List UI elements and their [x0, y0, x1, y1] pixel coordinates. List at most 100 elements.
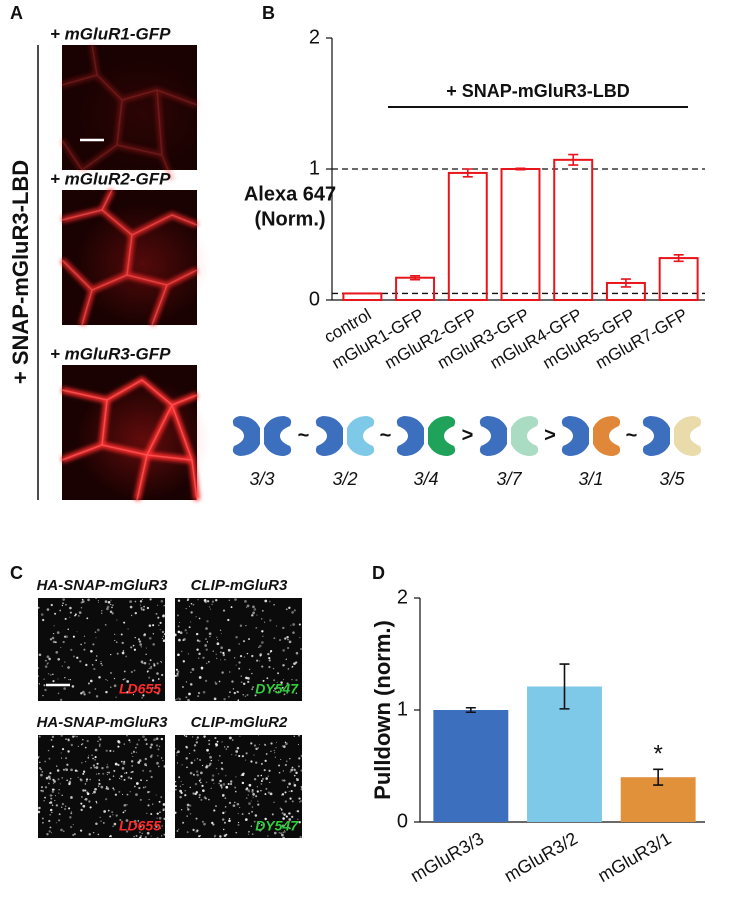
- spot: [211, 821, 214, 825]
- spot: [89, 806, 92, 809]
- spot: [224, 746, 226, 748]
- spot: [93, 790, 96, 794]
- spot: [54, 795, 57, 797]
- spot: [113, 788, 115, 791]
- spot: [197, 691, 201, 695]
- spot: [253, 820, 256, 823]
- spot: [98, 743, 101, 746]
- spot: [114, 762, 118, 766]
- spot: [37, 810, 41, 814]
- spot: [186, 632, 188, 634]
- spot: [82, 739, 84, 741]
- spot: [297, 734, 301, 737]
- x-tick-label: mGluR3/3: [407, 828, 487, 886]
- spot: [155, 686, 158, 688]
- spot: [119, 818, 122, 822]
- spot: [140, 607, 143, 610]
- spot: [138, 739, 140, 741]
- spot: [248, 638, 250, 640]
- spot: [224, 797, 227, 800]
- protomer: [593, 416, 621, 456]
- spot: [149, 755, 153, 758]
- spot: [192, 828, 195, 832]
- spot: [148, 676, 151, 679]
- dimer-label: 3/5: [659, 469, 685, 489]
- spot: [136, 743, 139, 746]
- spot: [181, 809, 183, 811]
- spot: [196, 758, 198, 760]
- dimer-label: 3/7: [496, 469, 522, 489]
- spot: [37, 667, 40, 669]
- spot: [174, 788, 177, 791]
- spot: [202, 690, 206, 694]
- spot: [94, 758, 96, 761]
- spot: [257, 747, 260, 749]
- spot: [126, 804, 128, 806]
- spot: [195, 770, 199, 773]
- spot: [298, 797, 301, 800]
- spot: [283, 678, 285, 681]
- spot: [109, 815, 112, 818]
- spot: [43, 678, 45, 680]
- spot: [67, 628, 70, 631]
- spot: [98, 785, 100, 787]
- spot: [190, 611, 193, 614]
- spot: [145, 764, 147, 767]
- spot: [241, 781, 245, 785]
- spot: [51, 790, 55, 793]
- spot: [157, 678, 160, 680]
- spot: [92, 792, 94, 795]
- spot: [152, 643, 155, 646]
- spot: [62, 768, 65, 771]
- spot: [280, 832, 282, 834]
- spot: [201, 784, 204, 787]
- spot: [206, 620, 209, 623]
- spot: [237, 823, 240, 826]
- spot: [54, 641, 57, 644]
- spot: [181, 764, 183, 766]
- spot: [209, 635, 211, 638]
- spot: [176, 751, 178, 754]
- spot: [192, 792, 195, 795]
- spot: [56, 765, 58, 767]
- spot: [192, 736, 194, 738]
- spot: [297, 744, 299, 746]
- spot: [157, 604, 159, 606]
- spot: [247, 789, 250, 792]
- spot: [128, 688, 131, 691]
- spot: [79, 778, 82, 781]
- spot: [128, 739, 131, 742]
- spot: [233, 691, 236, 695]
- spot: [85, 761, 87, 763]
- spot: [177, 625, 180, 628]
- spot: [123, 772, 126, 774]
- image-label: + mGluR2-GFP: [50, 169, 171, 188]
- spot: [89, 778, 91, 781]
- spot: [41, 817, 44, 820]
- spot: [248, 802, 251, 805]
- spot: [86, 739, 89, 743]
- spot: [288, 606, 291, 610]
- spot: [282, 649, 285, 652]
- spot: [221, 671, 224, 674]
- spot: [106, 787, 110, 790]
- spot: [102, 821, 105, 824]
- protomer: [479, 416, 507, 456]
- spot: [251, 833, 254, 835]
- spot: [222, 782, 226, 786]
- spot: [190, 761, 193, 765]
- spot: [145, 786, 147, 788]
- separator: ~: [626, 424, 638, 446]
- spot: [89, 679, 93, 683]
- spot: [174, 811, 177, 814]
- spot: [141, 598, 144, 600]
- spot: [214, 736, 217, 740]
- spot: [108, 778, 111, 781]
- spot: [130, 771, 133, 774]
- spot: [195, 817, 198, 820]
- spot: [60, 734, 63, 737]
- spot: [147, 669, 150, 673]
- spot: [120, 633, 123, 636]
- spot: [80, 692, 83, 695]
- spot: [84, 789, 87, 792]
